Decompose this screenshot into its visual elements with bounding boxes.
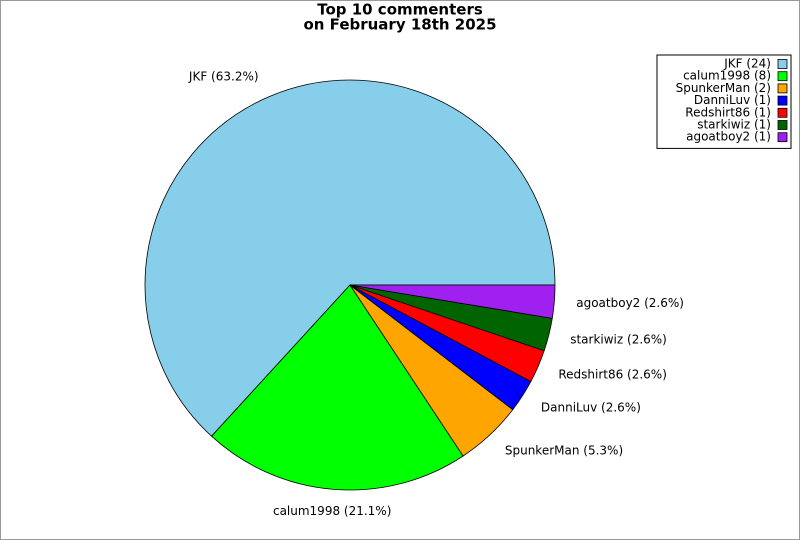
legend-label: SpunkerMan (2) [676,81,771,95]
slice-label: JKF (63.2%) [188,70,259,84]
legend-swatch [777,107,788,118]
legend-swatch [777,120,788,130]
legend-swatch [777,83,788,94]
slice-label: agoatboy2 (2.6%) [576,296,684,310]
legend-label: agoatboy2 (1) [686,130,771,144]
slice-label: SpunkerMan (5.3%) [505,443,623,457]
chart-title: on February 18th 2025 [303,16,496,34]
legend-swatch [777,59,788,69]
chart-title: Top 10 commenters [317,1,483,19]
pie-slice [210,284,464,491]
legend-swatch [777,132,788,143]
slice-label: DanniLuv (2.6%) [541,400,641,414]
pie-slice [144,79,556,437]
legend-label: DanniLuv (1) [694,93,771,107]
slice-label: starkiwiz (2.6%) [570,333,667,347]
legend-label: JKF (24) [723,57,771,71]
legend-label: starkiwiz (1) [697,118,771,132]
legend-swatch [777,71,788,82]
legend-swatch [777,95,788,106]
pie-slice [349,284,556,319]
legend-box [656,54,792,149]
slice-label: calum1998 (21.1%) [273,504,391,518]
legend-label: Redshirt86 (1) [685,105,771,119]
slice-label: Redshirt86 (2.6%) [558,368,667,382]
legend-label: calum1998 (8) [683,69,771,83]
